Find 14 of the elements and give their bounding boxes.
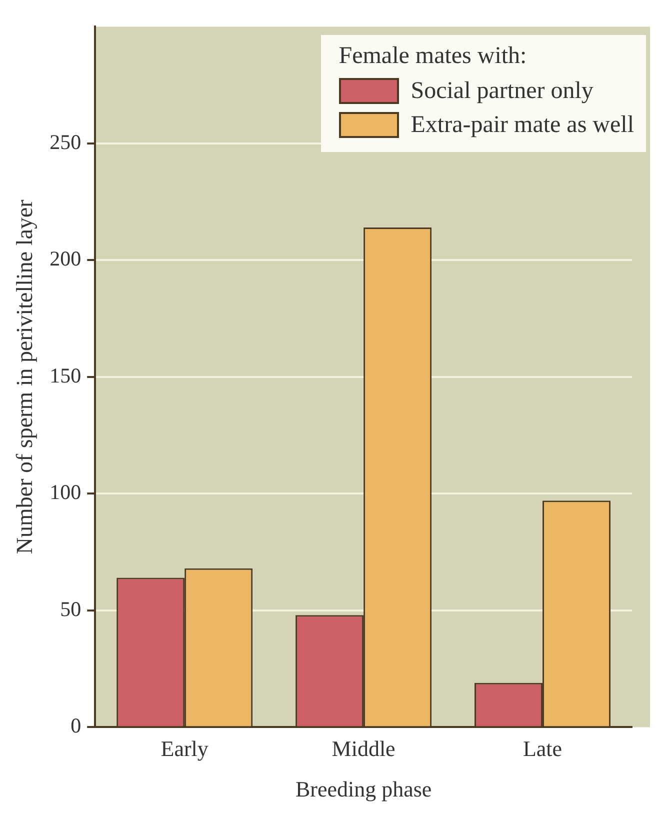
legend-label: Extra-pair mate as well — [410, 110, 634, 140]
legend-label: Social partner only — [410, 76, 594, 106]
y-tick-label: 200 — [50, 246, 82, 271]
x-tick-label: Middle — [332, 736, 396, 762]
y-axis-title: Number of sperm in perivitelline layer — [12, 199, 37, 554]
x-tick-label: Late — [522, 736, 562, 762]
y-tick-label: 150 — [50, 363, 82, 388]
x-axis-title: Breeding phase — [295, 776, 432, 802]
y-tick-label: 250 — [50, 130, 82, 154]
legend-title: Female mates with: — [338, 42, 528, 70]
y-tick-label: 0 — [70, 714, 82, 738]
y-tick-label: 50 — [60, 596, 82, 621]
y-tick-label: 100 — [50, 480, 82, 504]
x-tick-label: Early — [160, 736, 208, 762]
